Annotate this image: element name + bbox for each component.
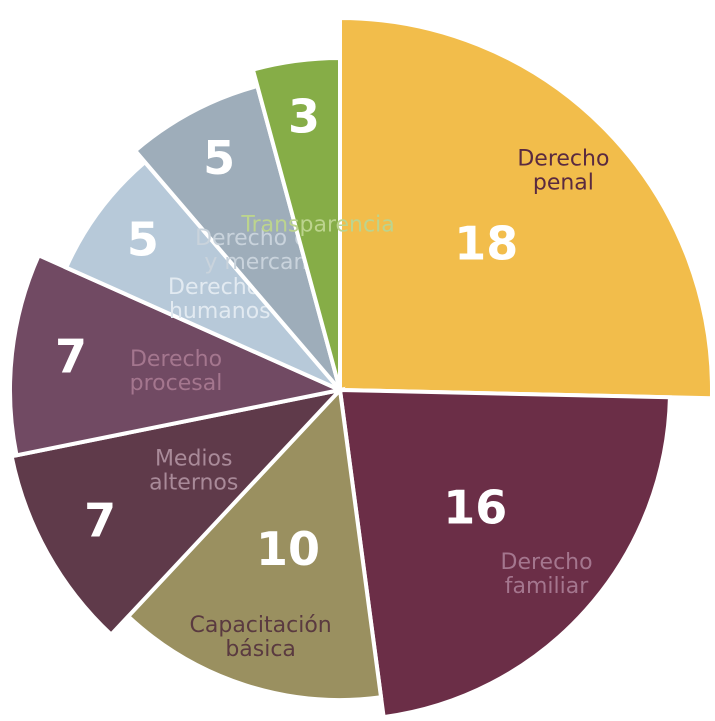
slice-label-line: Capacitación	[190, 613, 332, 638]
slice-label-line: Medios	[155, 447, 233, 472]
slice-label-line: penal	[533, 171, 594, 196]
pie-slice	[250, 55, 342, 391]
slice-label-line: alternos	[149, 471, 238, 496]
slice-label: Transparencia	[240, 212, 394, 237]
slice-label: Derecho penal	[517, 147, 609, 196]
slice-value: 7	[55, 330, 87, 384]
slice-label-line: Derecho	[130, 347, 222, 372]
slice-label: Derecho familiar	[501, 550, 593, 599]
slice-value: 5	[203, 131, 235, 185]
slice-value: 7	[84, 493, 116, 547]
slice-label-line: humanos	[169, 299, 271, 324]
pie-slice	[125, 385, 384, 702]
slice-label-line: Derecho	[517, 147, 609, 172]
slice-label-line: procesal	[130, 371, 223, 396]
slice-label-line: familiar	[505, 574, 589, 599]
slice-label-line: Transparencia	[240, 212, 394, 237]
slice-value: 18	[454, 216, 518, 270]
pie-slice	[338, 15, 714, 401]
slice-value: 10	[256, 522, 320, 576]
slice-label-line: Derecho	[501, 550, 593, 575]
pie-slice	[8, 252, 347, 458]
pie-slice	[132, 83, 342, 392]
pie-slice	[337, 387, 672, 720]
pie-slice	[63, 159, 342, 392]
slice-label: Capacitación básica	[190, 613, 332, 662]
slice-value: 16	[443, 481, 507, 535]
slice-label: Medios alternos	[149, 447, 238, 496]
slice-label: Derechos humanos	[168, 275, 272, 324]
slice-value: 3	[288, 90, 320, 144]
pie-slice	[9, 386, 346, 638]
slice-label-line: básica	[225, 637, 296, 662]
slice-label: Derecho procesal	[130, 347, 223, 396]
slice-value: 5	[127, 212, 159, 266]
